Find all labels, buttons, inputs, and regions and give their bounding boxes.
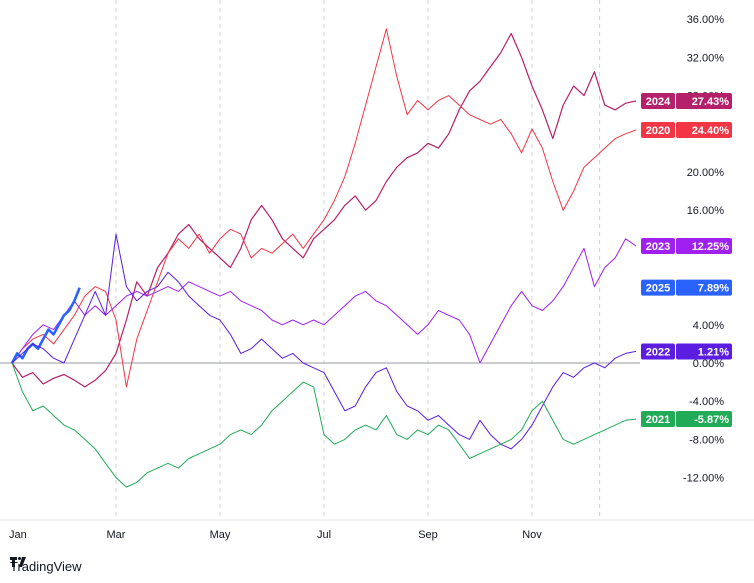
series-badge-name-bg (641, 121, 675, 138)
series-badge-value: 12.25% (692, 241, 730, 253)
brand-name: TradingView (10, 558, 82, 574)
series-badge-value: 7.89% (698, 283, 729, 295)
series-line-2024[interactable] (11, 32, 637, 388)
series-badge-2021[interactable]: 2021 -5.87% (641, 411, 732, 428)
x-tick-nov: Nov (522, 529, 542, 541)
series-badge-name-bg (641, 238, 675, 255)
series-line-2023[interactable] (11, 238, 637, 364)
y-tick-label: 4.00% (693, 320, 724, 332)
series-badge-2022[interactable]: 2022 1.21% (641, 343, 732, 360)
series-lines (10, 28, 637, 488)
brand-footer[interactable]: TradingView (10, 556, 82, 576)
series-badge-value: 27.43% (692, 96, 730, 108)
series-badges: 2024 27.43%2020 24.40%2023 12.25%2025 7.89%2… (641, 93, 732, 428)
series-badge-value: 24.40% (692, 125, 730, 137)
series-badge-name: 2022 (646, 346, 670, 358)
y-tick-label: -4.00% (689, 396, 724, 408)
x-tick-mar: Mar (107, 529, 126, 541)
series-badge-name-bg (641, 343, 675, 360)
y-tick-label: 20.00% (687, 167, 725, 179)
series-badge-name-bg (641, 93, 675, 110)
x-tick-jul: Jul (317, 529, 331, 541)
series-line-2025[interactable] (10, 287, 81, 364)
y-tick-label: -12.00% (683, 473, 724, 485)
y-tick-label: -8.00% (689, 434, 724, 446)
x-tick-jan: Jan (9, 529, 27, 541)
series-badge-2024[interactable]: 2024 27.43% (641, 93, 732, 110)
series-line-2022[interactable] (11, 233, 637, 450)
tradingview-logo-icon (10, 557, 26, 567)
series-badge-value-bg (676, 121, 732, 138)
x-tick-sep: Sep (418, 529, 438, 541)
x-axis: Jan Mar May Jul Sep Nov (0, 519, 754, 541)
x-tick-may: May (210, 529, 231, 541)
series-badge-name: 2025 (646, 283, 670, 295)
series-badge-name: 2020 (646, 125, 670, 137)
series-badge-name: 2024 (646, 96, 671, 108)
series-badge-value-bg (676, 93, 732, 110)
y-tick-label: 36.00% (687, 14, 725, 26)
y-tick-label: 32.00% (687, 52, 725, 64)
series-badge-value: -5.87% (694, 414, 729, 426)
series-badge-name: 2023 (646, 241, 670, 253)
series-badge-name-bg (641, 279, 675, 296)
series-badge-2020[interactable]: 2020 24.40% (641, 121, 732, 138)
y-tick-label: 0.00% (693, 358, 724, 370)
series-badge-name-bg (641, 411, 675, 428)
series-badge-2023[interactable]: 2023 12.25% (641, 238, 732, 255)
series-badge-value: 1.21% (698, 346, 729, 358)
series-badge-2025[interactable]: 2025 7.89% (641, 279, 732, 296)
series-badge-value-bg (676, 238, 732, 255)
grid (115, 0, 601, 520)
series-badge-value-bg (676, 279, 732, 296)
series-badge-value-bg (676, 411, 732, 428)
series-badge-value-bg (676, 343, 732, 360)
series-badge-name: 2021 (646, 414, 670, 426)
series-line-2020[interactable] (11, 28, 637, 388)
series-line-2021[interactable] (11, 362, 637, 488)
y-tick-label: 16.00% (687, 205, 725, 217)
